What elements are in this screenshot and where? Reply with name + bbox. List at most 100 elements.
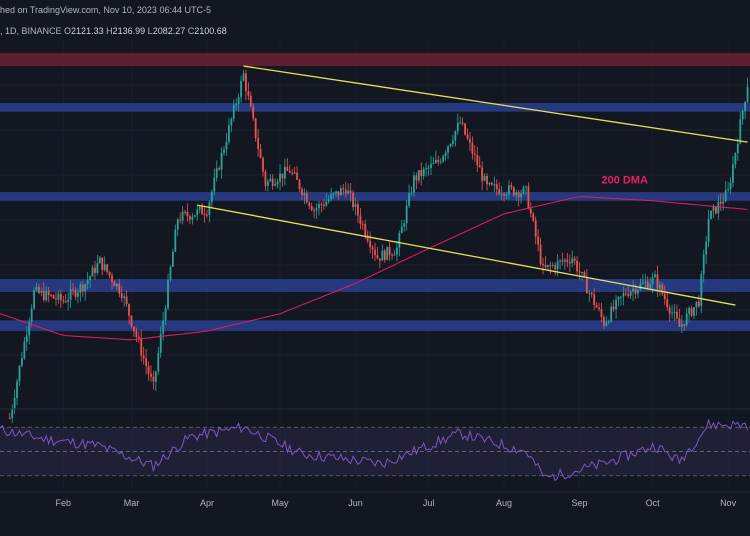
candle-body [230, 118, 233, 126]
candle-body [169, 266, 172, 280]
candle-body [478, 165, 481, 168]
candle-body [542, 264, 544, 266]
candle-body [135, 331, 138, 337]
candle-body [544, 265, 547, 268]
candle-body [471, 142, 474, 154]
close-label: C [187, 26, 195, 36]
candle-body [398, 233, 401, 248]
candle-body [447, 146, 449, 153]
candle-body [386, 246, 389, 260]
candle-body [84, 284, 87, 292]
candle-body [206, 214, 208, 216]
candle-body [89, 276, 91, 281]
candle-body [612, 306, 615, 310]
candle-body [137, 336, 140, 339]
candle-body [459, 122, 462, 124]
x-tick-label: Aug [496, 498, 512, 508]
candle-body [196, 209, 199, 216]
candle-body [213, 177, 216, 192]
candle-body [308, 202, 311, 206]
candle-body [67, 299, 70, 302]
candle-body [344, 189, 347, 194]
candle-body [693, 307, 695, 316]
candle-body [186, 211, 189, 217]
candle-body [252, 106, 255, 119]
candle-body [218, 168, 221, 170]
candle-body [649, 284, 652, 288]
candle-body [59, 293, 62, 301]
candle-body [181, 211, 184, 221]
candle-body [396, 247, 398, 255]
candle-body [340, 188, 342, 196]
candle-body [734, 152, 737, 165]
candle-body [203, 214, 206, 216]
candle-body [303, 193, 306, 196]
candle-body [715, 206, 717, 214]
candle-body [712, 206, 715, 211]
candle-body [133, 326, 135, 332]
candle-body [325, 201, 328, 206]
candle-body [354, 204, 357, 208]
candle-body [571, 258, 574, 264]
candle-body [420, 170, 423, 177]
candle-body [722, 201, 725, 204]
x-tick-label: Feb [56, 498, 72, 508]
candle-body [678, 318, 681, 327]
candle-body [430, 163, 432, 168]
candle-body [481, 167, 484, 181]
candle-body [510, 185, 513, 188]
candle-body [259, 149, 262, 158]
candle-body [486, 175, 488, 185]
candle-body [220, 152, 223, 170]
candle-body [227, 125, 230, 142]
candle-body [600, 309, 603, 317]
candle-body [208, 202, 211, 216]
candle-body [744, 101, 747, 112]
candle-body [537, 236, 540, 245]
candle-body [52, 295, 55, 299]
low-label: L [147, 26, 153, 36]
candle-body [400, 226, 403, 234]
candle-body [347, 190, 350, 194]
support-zone [0, 320, 750, 332]
candle-body [659, 284, 661, 289]
candle-body [176, 219, 179, 230]
candle-body [410, 192, 413, 194]
candle-body [103, 264, 106, 271]
candle-body [663, 293, 666, 300]
candle-body [30, 308, 33, 322]
candle-body [464, 123, 466, 135]
candle-body [739, 119, 742, 144]
candle-body [503, 193, 505, 196]
candle-body [520, 193, 523, 198]
rsi-panel [0, 408, 750, 482]
candle-body [512, 187, 515, 196]
candle-body [437, 159, 440, 163]
candle-body [298, 179, 301, 190]
x-tick-label: Sep [572, 498, 588, 508]
candle-body [242, 73, 245, 81]
candle-body [517, 192, 520, 198]
candle-body [685, 313, 688, 326]
candle-body [279, 173, 281, 182]
candle-body [673, 311, 676, 313]
candle-body [624, 293, 627, 295]
candle-body [666, 299, 669, 308]
candle-body [627, 293, 630, 296]
candle-body [193, 215, 196, 217]
candle-body [617, 297, 620, 300]
candle-body [25, 335, 28, 342]
candle-body [639, 283, 642, 290]
candle-body [140, 338, 143, 356]
candle-body [98, 257, 101, 264]
candle-body [620, 296, 622, 298]
candle-body [413, 175, 415, 193]
candle-body [174, 229, 177, 252]
candle-body [291, 172, 294, 174]
candle-body [232, 105, 235, 119]
candle-body [315, 208, 318, 211]
candle-body [476, 155, 479, 166]
candle-body [583, 272, 586, 277]
candlesticks [8, 69, 749, 423]
